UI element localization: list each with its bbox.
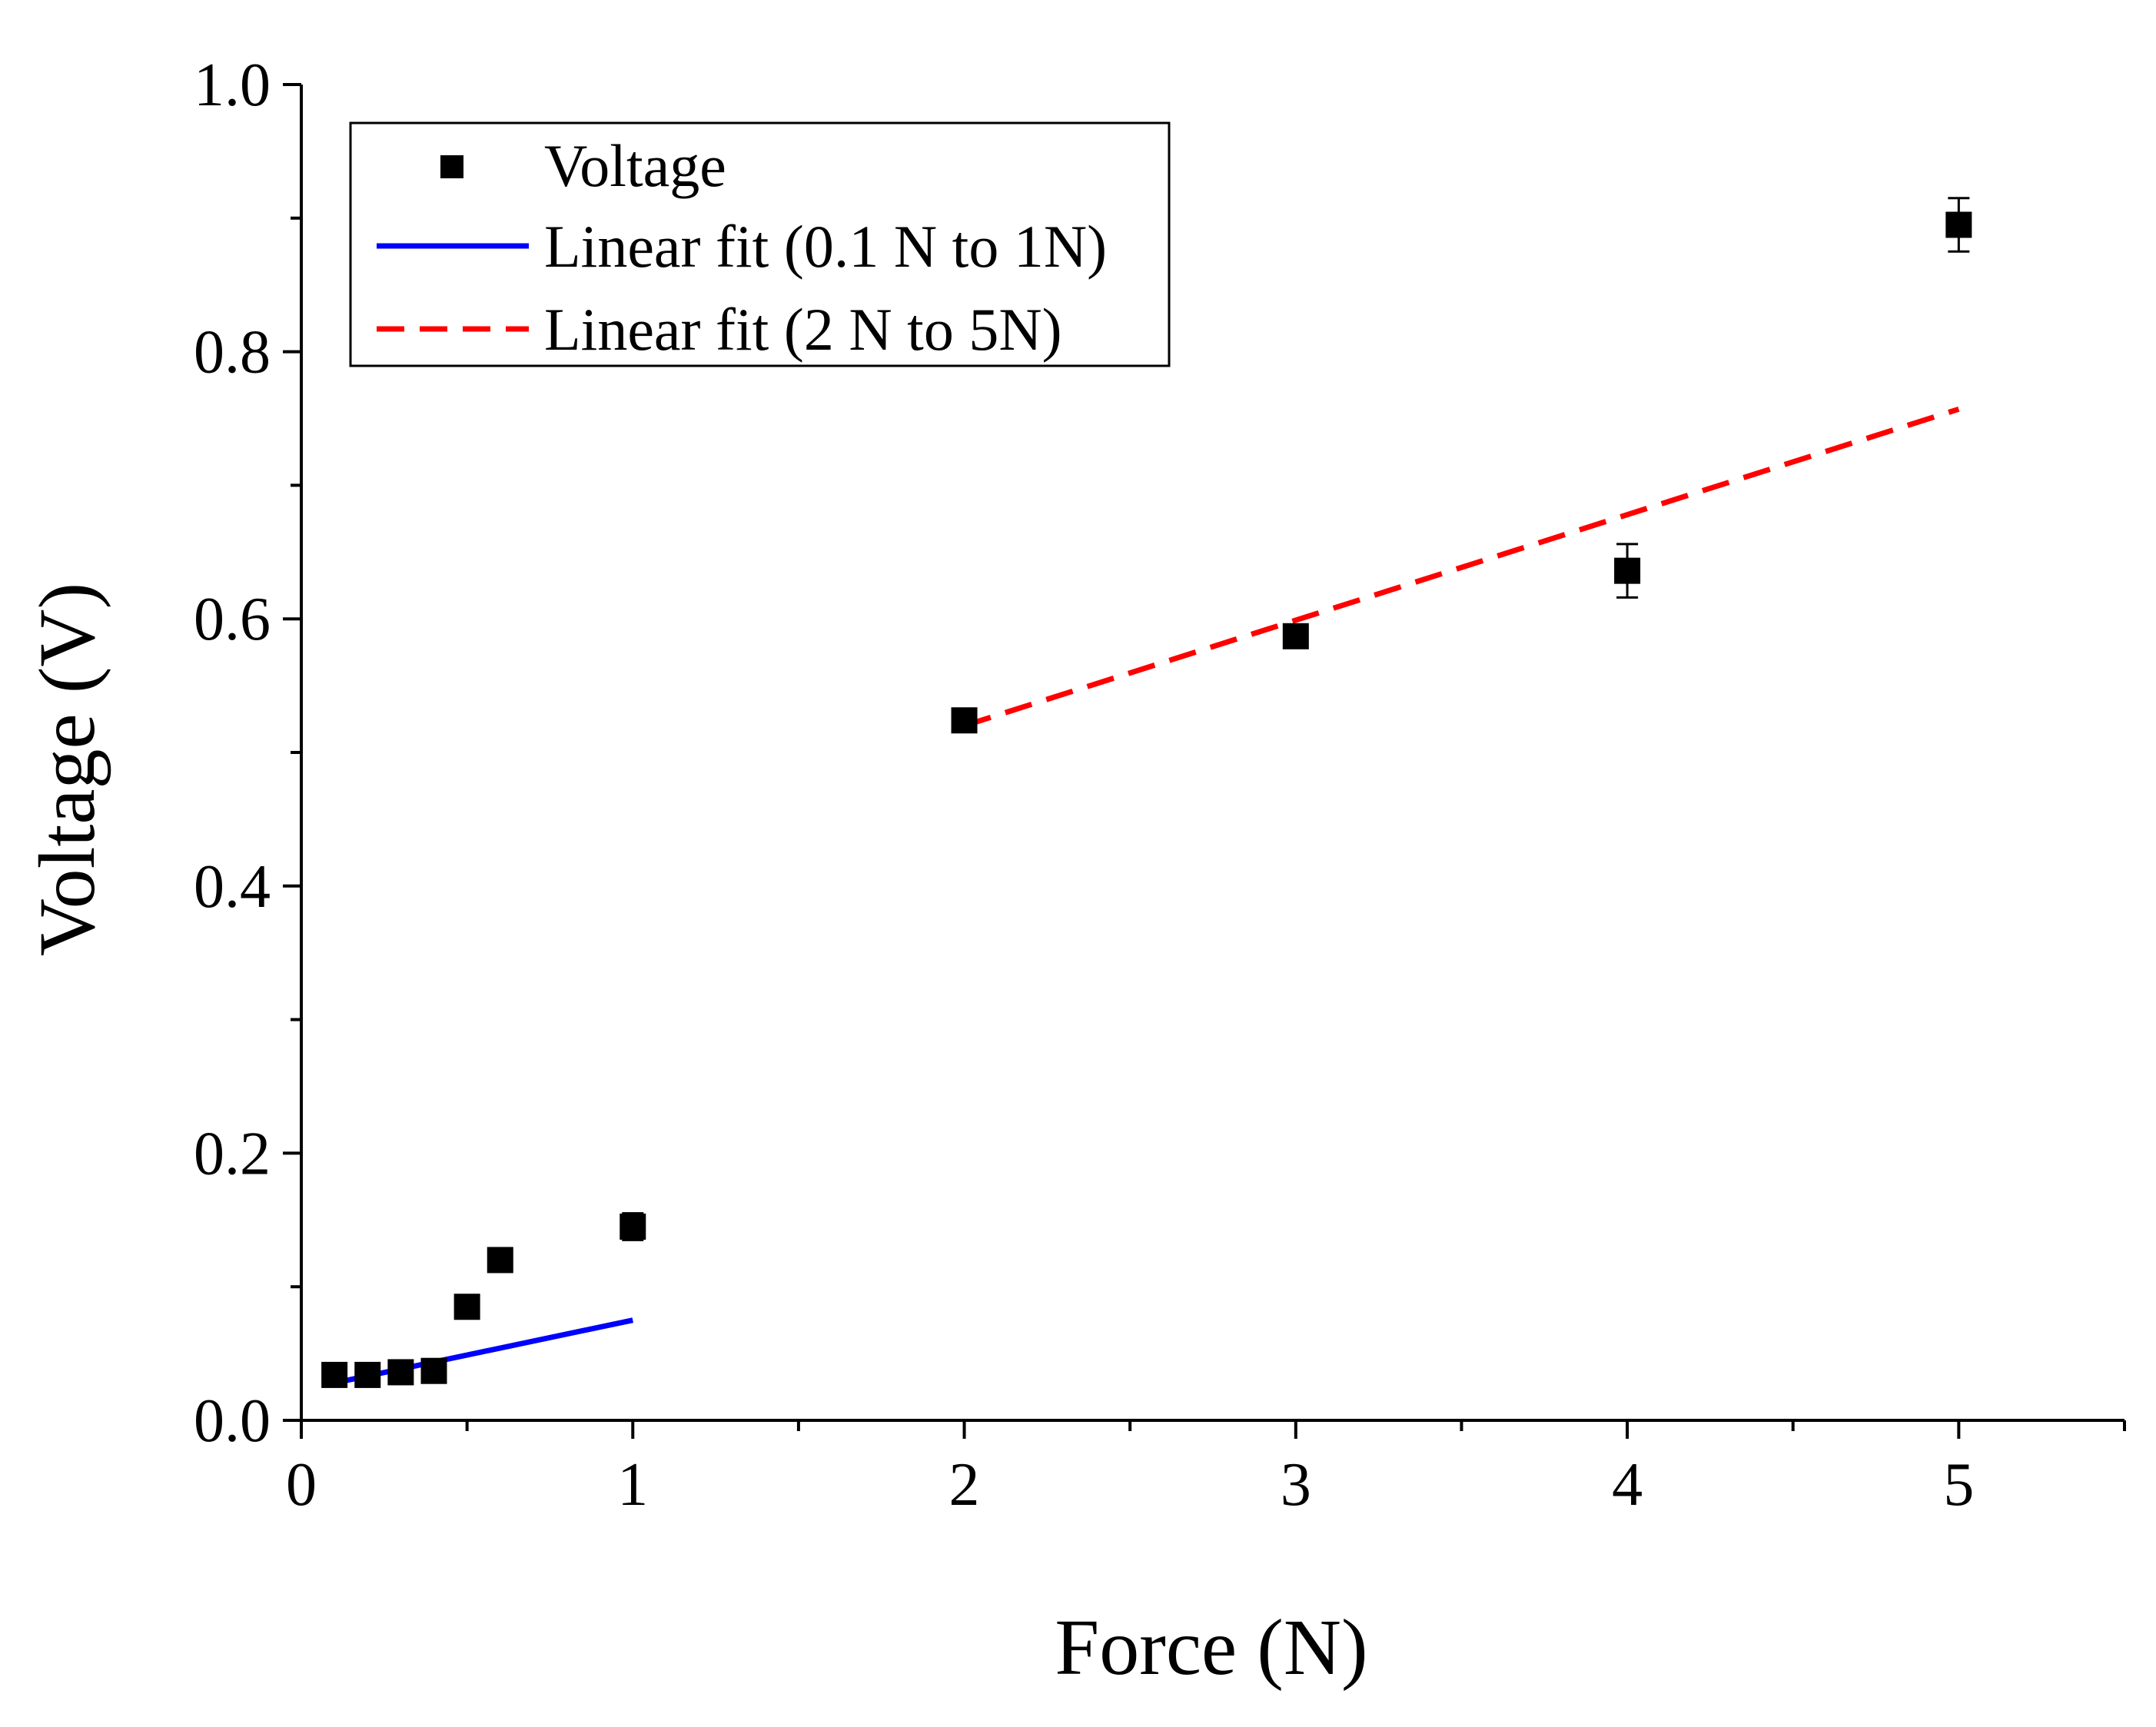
legend-label-fit-low: Linear fit (0.1 N to 1N) bbox=[544, 213, 1107, 280]
x-tick-label: 2 bbox=[949, 1451, 980, 1519]
legend-label-voltage: Voltage bbox=[544, 132, 726, 199]
x-tick-label: 4 bbox=[1612, 1451, 1643, 1519]
x-axis-title: Force (N) bbox=[1055, 1603, 1367, 1692]
x-tick-label: 3 bbox=[1281, 1451, 1311, 1519]
fit-lines-layer bbox=[334, 406, 1960, 1386]
fit-line-high-range bbox=[963, 406, 1960, 729]
legend-label-fit-high: Linear fit (2 N to 5N) bbox=[544, 296, 1062, 363]
y-tick-label: 1.0 bbox=[194, 51, 271, 119]
data-point bbox=[951, 707, 978, 734]
y-tick-label: 0.2 bbox=[194, 1120, 271, 1187]
data-point bbox=[1614, 557, 1641, 584]
data-point bbox=[1945, 211, 1972, 238]
x-tick-label: 1 bbox=[617, 1451, 648, 1519]
data-point bbox=[487, 1247, 513, 1274]
data-point bbox=[620, 1213, 646, 1240]
data-point bbox=[354, 1361, 381, 1388]
data-points-layer bbox=[321, 197, 1972, 1388]
y-tick-label: 0.8 bbox=[194, 319, 271, 387]
data-point bbox=[387, 1359, 414, 1386]
axes-layer: 0 1 2 3 4 5 0.0 0.2 0.4 0.6 0.8 1.0 bbox=[194, 51, 2126, 1519]
fit-line-low-range bbox=[334, 1317, 633, 1386]
data-point bbox=[321, 1361, 348, 1388]
y-tick-label: 0.0 bbox=[194, 1387, 271, 1455]
y-axis-title: Voltage (V) bbox=[23, 583, 111, 956]
x-tick-label: 0 bbox=[286, 1451, 317, 1519]
y-tick-label: 0.4 bbox=[194, 853, 271, 921]
x-tick-label: 5 bbox=[1943, 1451, 1974, 1519]
y-tick-label: 0.6 bbox=[194, 586, 271, 653]
data-point bbox=[420, 1357, 447, 1384]
legend: Voltage Linear fit (0.1 N to 1N) Linear … bbox=[349, 121, 1171, 367]
legend-marker-voltage bbox=[440, 155, 463, 178]
data-point bbox=[453, 1294, 480, 1320]
data-point bbox=[1282, 623, 1309, 649]
